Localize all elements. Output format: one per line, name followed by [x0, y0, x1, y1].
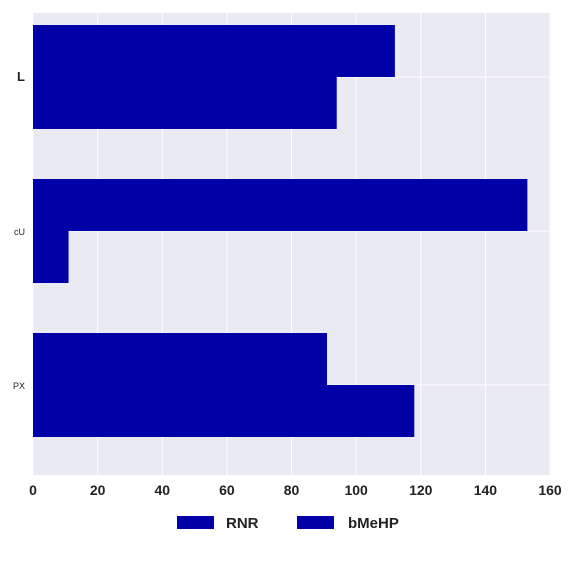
bar-bmehp-px	[33, 385, 415, 437]
y-tick-label-cu: cU	[14, 227, 25, 237]
x-tick-label: 120	[409, 482, 433, 498]
x-tick-label: 20	[90, 482, 106, 498]
x-tick-label: 100	[344, 482, 368, 498]
x-tick-label: 80	[284, 482, 300, 498]
y-tick-labels: LcU PX	[13, 69, 25, 391]
y-tick-label-px: PX	[13, 381, 25, 391]
bar-rnr-cu	[33, 179, 528, 231]
x-tick-label: 160	[538, 482, 562, 498]
legend-label-rnr: RNR	[226, 515, 259, 532]
bar-rnr-l	[33, 25, 395, 77]
x-tick-label: 140	[474, 482, 498, 498]
legend: RNR bMeHP	[177, 515, 399, 532]
bar-rnr-px	[33, 333, 328, 385]
x-tick-labels: 0 20 40 60 80 100 120 140 160	[29, 482, 562, 498]
x-tick-label: 40	[154, 482, 170, 498]
bar-bmehp-l	[33, 77, 337, 129]
x-tick-label: 0	[29, 482, 37, 498]
bars	[33, 25, 528, 437]
bar-bmehp-cu	[33, 231, 69, 283]
y-tick-label-l: L	[17, 69, 25, 84]
legend-swatch-bmehp	[297, 516, 334, 529]
x-tick-label: 60	[219, 482, 235, 498]
legend-swatch-rnr	[177, 516, 214, 529]
legend-label-bmehp: bMeHP	[348, 515, 399, 532]
